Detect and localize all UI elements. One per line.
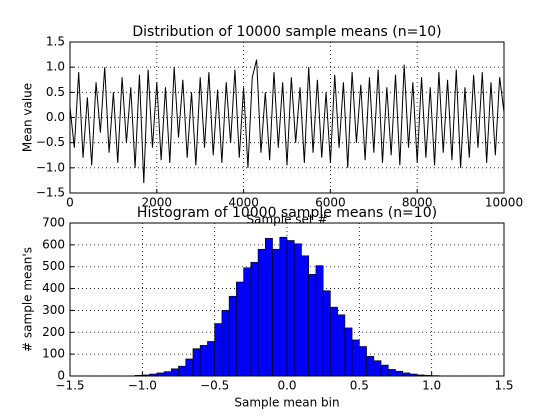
x-tick-label: 4000 xyxy=(228,196,259,210)
bar xyxy=(185,358,194,377)
x-tick-label: 2000 xyxy=(142,196,173,210)
y-tick-label: 1.5 xyxy=(46,35,65,49)
bar xyxy=(279,236,288,377)
bar xyxy=(337,314,346,377)
x-tick-label: 8000 xyxy=(402,196,433,210)
bar xyxy=(250,262,259,377)
y-tick-label: 700 xyxy=(42,216,65,230)
axes-frame xyxy=(69,41,505,194)
bar xyxy=(243,267,252,377)
bar xyxy=(330,306,338,377)
y-tick-label: −0.5 xyxy=(36,135,65,149)
bar xyxy=(163,371,172,377)
y-tick-label: 400 xyxy=(42,281,65,295)
axes-frame xyxy=(69,222,505,377)
y-tick-label: 600 xyxy=(42,237,65,251)
bar xyxy=(366,356,375,377)
y-tick-label: −1.0 xyxy=(36,160,65,174)
y-tick-label: 0.5 xyxy=(46,85,65,99)
x-tick-label: −1.5 xyxy=(55,379,84,393)
bar xyxy=(178,365,187,377)
bar xyxy=(199,345,208,377)
x-tick-label: −1.0 xyxy=(128,379,157,393)
chart-title: Histogram of 10000 sample means (n=10) xyxy=(137,205,437,221)
bar xyxy=(322,290,331,377)
bar xyxy=(380,364,389,377)
x-tick-label: 0.0 xyxy=(277,379,296,393)
y-tick-label: 500 xyxy=(42,259,65,273)
chart-title: Distribution of 10000 sample means (n=10… xyxy=(132,24,441,40)
y-tick-label: 300 xyxy=(42,303,65,317)
bar xyxy=(236,281,244,377)
bar xyxy=(308,274,317,377)
bar xyxy=(264,238,273,377)
y-axis-label: # sample mean's xyxy=(21,247,35,352)
bar xyxy=(315,265,324,377)
bar xyxy=(170,368,179,377)
bar xyxy=(192,348,201,377)
bar xyxy=(344,327,353,377)
x-tick-label: 10000 xyxy=(485,196,523,210)
y-tick-label: 0 xyxy=(57,369,65,383)
bar xyxy=(351,339,360,377)
bar xyxy=(359,346,367,377)
x-tick-label: 0.5 xyxy=(350,379,369,393)
bar xyxy=(373,360,382,377)
x-axis-label: Sample mean bin xyxy=(234,396,339,410)
x-tick-label: 1.0 xyxy=(422,379,441,393)
y-axis-label: Mean value xyxy=(21,83,35,152)
bar xyxy=(228,295,237,377)
bar xyxy=(207,341,215,377)
data-line xyxy=(69,59,505,183)
x-tick-label: 6000 xyxy=(315,196,346,210)
bar xyxy=(301,255,310,377)
x-tick-label: −0.5 xyxy=(200,379,229,393)
bar xyxy=(272,248,281,377)
x-tick-label: 1.5 xyxy=(494,379,513,393)
x-tick-label: 0 xyxy=(66,196,74,210)
bar xyxy=(286,240,295,377)
bar xyxy=(293,243,302,377)
bar xyxy=(214,323,223,377)
y-tick-label: −1.5 xyxy=(36,186,65,200)
y-tick-label: 200 xyxy=(42,325,65,339)
y-tick-label: 1.0 xyxy=(46,60,65,74)
y-tick-label: 0.0 xyxy=(46,110,65,124)
y-tick-label: 100 xyxy=(42,347,65,361)
bar xyxy=(221,310,230,377)
bar xyxy=(395,370,404,377)
bar xyxy=(257,248,266,377)
bar xyxy=(387,369,396,377)
